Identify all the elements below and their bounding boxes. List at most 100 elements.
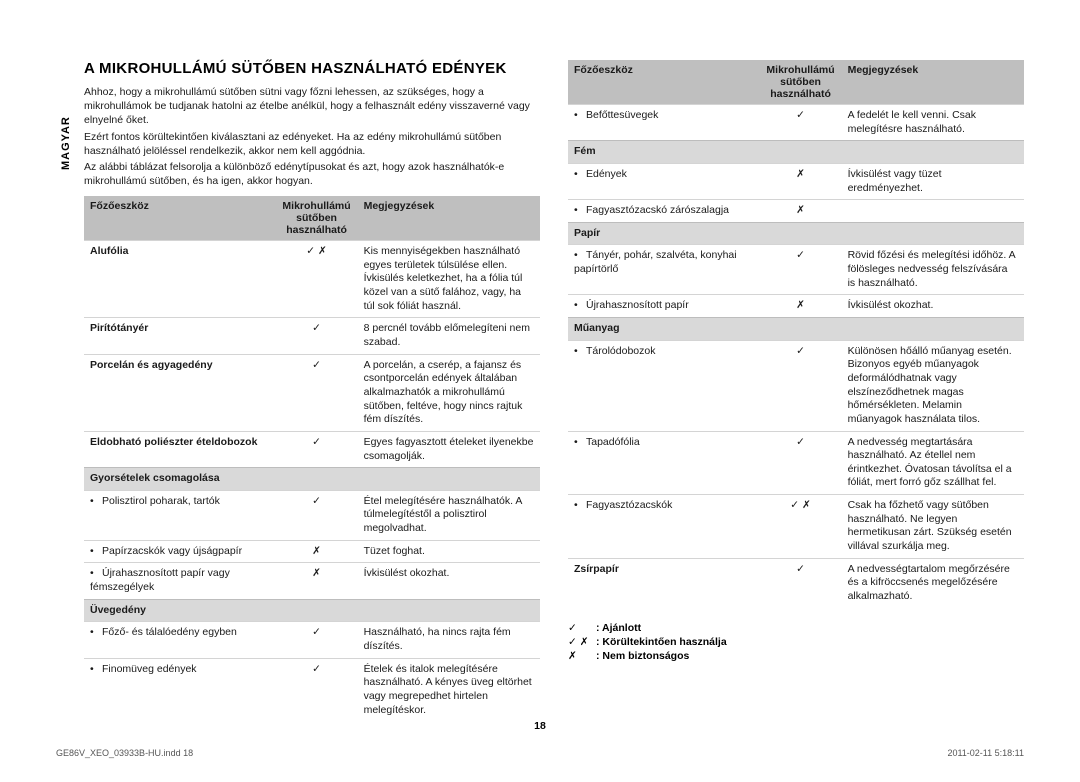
table-row: Polisztirol poharak, tartók✓Étel melegít… bbox=[84, 490, 540, 540]
cell-notes: A nedvességtartalom megőrzésére és a kif… bbox=[842, 558, 1024, 607]
th-cookware: Főzőeszköz bbox=[568, 60, 760, 105]
cell-cookware: Edények bbox=[568, 163, 760, 199]
table-row: Tárolódobozok✓Különösen hőálló műanyag e… bbox=[568, 340, 1024, 431]
table-row: Gyorsételek csomagolása bbox=[84, 468, 540, 491]
table-row: Üvegedény bbox=[84, 599, 540, 622]
table-row: Fém bbox=[568, 141, 1024, 164]
table-row: Eldobható poliészter ételdobozok✓Egyes f… bbox=[84, 431, 540, 467]
th-microwave: Mikrohullámú sütőben használható bbox=[276, 196, 358, 241]
table-header-row: Főzőeszköz Mikrohullámú sütőben használh… bbox=[568, 60, 1024, 105]
cell-microwave: ✓ ✗ bbox=[276, 241, 358, 318]
cell-notes bbox=[842, 200, 1024, 223]
legend: ✓: Ajánlott ✓ ✗: Körültekintően használj… bbox=[568, 622, 1024, 662]
legend-sym: ✗ bbox=[568, 650, 596, 662]
cell-cookware: Finomüveg edények bbox=[84, 658, 276, 721]
th-microwave: Mikrohullámú sütőben használható bbox=[760, 60, 842, 105]
table-row: Fagyasztózacskó zárószalagja✗ bbox=[568, 200, 1024, 223]
cell-cookware: Pirítótányér bbox=[84, 318, 276, 354]
th-cookware: Főzőeszköz bbox=[84, 196, 276, 241]
cell-cookware: Újrahasznosított papír vagy fémszegélyek bbox=[84, 563, 276, 599]
cell-notes: A porcelán, a cserép, a fajansz és csont… bbox=[358, 354, 540, 431]
cell-microwave: ✓ bbox=[276, 658, 358, 721]
intro-p1: Ahhoz, hogy a mikrohullámú sütőben sütni… bbox=[84, 85, 540, 128]
cell-cookware: Befőttesüvegek bbox=[568, 105, 760, 141]
table-row: Pirítótányér✓8 percnél tovább előmelegít… bbox=[84, 318, 540, 354]
footer-left: GE86V_XEO_03933B-HU.indd 18 bbox=[56, 748, 193, 758]
cell-notes: A fedelét le kell venni. Csak melegítésr… bbox=[842, 105, 1024, 141]
cell-notes: Ívkisülést okozhat. bbox=[842, 295, 1024, 318]
table-row: Műanyag bbox=[568, 318, 1024, 341]
cell-microwave: ✓ ✗ bbox=[760, 495, 842, 559]
cell-microwave: ✓ bbox=[276, 354, 358, 431]
legend-sym: ✓ bbox=[568, 622, 596, 634]
cell-notes: Különösen hőálló műanyag esetén. Bizonyo… bbox=[842, 340, 1024, 431]
cell-cookware: Tapadófólia bbox=[568, 431, 760, 495]
cell-cookware: Újrahasznosított papír bbox=[568, 295, 760, 318]
subhead-cell: Műanyag bbox=[568, 318, 1024, 341]
subhead-cell: Üvegedény bbox=[84, 599, 540, 622]
cookware-table-left: Főzőeszköz Mikrohullámú sütőben használh… bbox=[84, 196, 540, 721]
cell-notes: Tüzet foghat. bbox=[358, 540, 540, 563]
legend-row: ✓ ✗: Körültekintően használja bbox=[568, 636, 1024, 648]
table-row: Tányér, pohár, szalvéta, konyhai papírtö… bbox=[568, 245, 1024, 295]
cell-notes: Ételek és italok melegítésére használhat… bbox=[358, 658, 540, 721]
table-row: Befőttesüvegek✓A fedelét le kell venni. … bbox=[568, 105, 1024, 141]
cell-notes: Ívkisülést okozhat. bbox=[358, 563, 540, 599]
table-row: Alufólia✓ ✗Kis mennyiségekben használhat… bbox=[84, 241, 540, 318]
cell-cookware: Főző- és tálalóedény egyben bbox=[84, 622, 276, 658]
cell-microwave: ✓ bbox=[760, 105, 842, 141]
cell-cookware: Eldobható poliészter ételdobozok bbox=[84, 431, 276, 467]
cell-cookware: Papírzacskók vagy újságpapír bbox=[84, 540, 276, 563]
cell-microwave: ✓ bbox=[760, 245, 842, 295]
cell-microwave: ✗ bbox=[760, 200, 842, 223]
legend-row: ✗: Nem biztonságos bbox=[568, 650, 1024, 662]
cell-notes: Használható, ha nincs rajta fém díszítés… bbox=[358, 622, 540, 658]
legend-sym: ✓ ✗ bbox=[568, 636, 596, 648]
footer-right: 2011-02-11 5:18:11 bbox=[947, 748, 1024, 758]
cell-microwave: ✗ bbox=[276, 540, 358, 563]
legend-label: : Nem biztonságos bbox=[596, 650, 689, 662]
table-row: Papírzacskók vagy újságpapír✗Tüzet fogha… bbox=[84, 540, 540, 563]
table-row: Zsírpapír✓A nedvességtartalom megőrzésér… bbox=[568, 558, 1024, 607]
th-notes: Megjegyzések bbox=[842, 60, 1024, 105]
cell-microwave: ✗ bbox=[276, 563, 358, 599]
cell-cookware: Polisztirol poharak, tartók bbox=[84, 490, 276, 540]
cell-notes: A nedvesség megtartására használható. Az… bbox=[842, 431, 1024, 495]
cell-microwave: ✓ bbox=[276, 490, 358, 540]
intro-p2: Ezért fontos körültekintően kiválasztani… bbox=[84, 130, 540, 158]
cell-microwave: ✓ bbox=[760, 340, 842, 431]
cell-microwave: ✗ bbox=[760, 295, 842, 318]
footer: GE86V_XEO_03933B-HU.indd 18 2011-02-11 5… bbox=[56, 748, 1024, 758]
table-row: Papír bbox=[568, 222, 1024, 245]
cell-notes: Csak ha főzhető vagy sütőben használható… bbox=[842, 495, 1024, 559]
table-row: Finomüveg edények✓Ételek és italok meleg… bbox=[84, 658, 540, 721]
cell-notes: 8 percnél tovább előmelegíteni nem szaba… bbox=[358, 318, 540, 354]
table-row: Edények✗Ívkisülést vagy tüzet eredményez… bbox=[568, 163, 1024, 199]
cell-cookware: Alufólia bbox=[84, 241, 276, 318]
cell-cookware: Zsírpapír bbox=[568, 558, 760, 607]
cell-notes: Étel melegítésére használhatók. A túlmel… bbox=[358, 490, 540, 540]
cell-cookware: Fagyasztózacskó zárószalagja bbox=[568, 200, 760, 223]
legend-row: ✓: Ajánlott bbox=[568, 622, 1024, 634]
cell-notes: Ívkisülést vagy tüzet eredményezhet. bbox=[842, 163, 1024, 199]
legend-label: : Körültekintően használja bbox=[596, 636, 727, 648]
subhead-cell: Gyorsételek csomagolása bbox=[84, 468, 540, 491]
left-column: A MIKROHULLÁMÚ SÜTŐBEN HASZNÁLHATÓ EDÉNY… bbox=[84, 60, 540, 721]
cell-microwave: ✗ bbox=[760, 163, 842, 199]
legend-label: : Ajánlott bbox=[596, 622, 641, 634]
cell-microwave: ✓ bbox=[276, 318, 358, 354]
table-row: Fagyasztózacskók✓ ✗Csak ha főzhető vagy … bbox=[568, 495, 1024, 559]
cell-cookware: Porcelán és agyagedény bbox=[84, 354, 276, 431]
content-columns: A MIKROHULLÁMÚ SÜTŐBEN HASZNÁLHATÓ EDÉNY… bbox=[84, 60, 1024, 721]
cell-microwave: ✓ bbox=[760, 558, 842, 607]
cell-microwave: ✓ bbox=[276, 431, 358, 467]
cell-microwave: ✓ bbox=[760, 431, 842, 495]
cell-notes: Kis mennyiségekben használható egyes ter… bbox=[358, 241, 540, 318]
cell-cookware: Tányér, pohár, szalvéta, konyhai papírtö… bbox=[568, 245, 760, 295]
cell-microwave: ✓ bbox=[276, 622, 358, 658]
subhead-cell: Fém bbox=[568, 141, 1024, 164]
cell-cookware: Fagyasztózacskók bbox=[568, 495, 760, 559]
table-header-row: Főzőeszköz Mikrohullámú sütőben használh… bbox=[84, 196, 540, 241]
cookware-table-right: Főzőeszköz Mikrohullámú sütőben használh… bbox=[568, 60, 1024, 608]
table-row: Porcelán és agyagedény✓A porcelán, a cse… bbox=[84, 354, 540, 431]
